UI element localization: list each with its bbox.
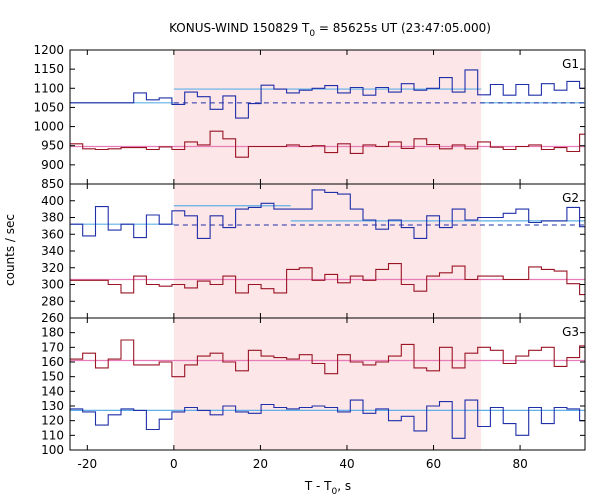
panel-plot-area <box>70 339 585 439</box>
y-tick-label: 1200 <box>33 43 64 57</box>
panels-group: 85090095010001050110011501200G1260280300… <box>33 43 586 471</box>
panel-plot-area <box>70 189 585 296</box>
panel-name-label: G2 <box>562 191 579 205</box>
x-tick-label: 20 <box>253 457 268 471</box>
y-tick-label: 160 <box>41 355 64 369</box>
y-tick-label: 1100 <box>33 81 64 95</box>
y-axis-label: counts / sec <box>3 214 17 286</box>
step-series-red <box>70 130 585 158</box>
chart-title-sub: 0 <box>309 29 315 39</box>
x-tick-label: 60 <box>426 457 441 471</box>
panel-name-label: G1 <box>562 57 579 71</box>
y-tick-label: 1150 <box>33 62 64 76</box>
y-tick-label: 340 <box>41 244 64 258</box>
panel-frame <box>69 317 586 451</box>
panel-name-label: G3 <box>562 325 579 339</box>
y-tick-label: 1000 <box>33 120 64 134</box>
y-tick-label: 380 <box>41 211 64 225</box>
step-series-blue <box>70 399 585 439</box>
y-tick-label: 180 <box>41 326 64 340</box>
step-series-blue <box>70 69 585 119</box>
y-tick-label: 850 <box>41 177 64 191</box>
panel-plot-area <box>70 69 585 158</box>
y-tick-label: 300 <box>41 278 64 292</box>
y-tick-label: 170 <box>41 340 64 354</box>
shaded-interval <box>173 318 482 450</box>
x-tick-label: 40 <box>339 457 354 471</box>
panel-g2: 260 280 300 320 340 360 380 400 G2 <box>41 183 586 325</box>
y-tick-label: 1050 <box>33 100 64 114</box>
y-tick-label: 360 <box>41 227 64 241</box>
x-axis-label-suffix: , s <box>337 479 351 493</box>
y-tick-label: 400 <box>41 194 64 208</box>
y-tick-label: 900 <box>41 158 64 172</box>
y-tick-label: 280 <box>41 294 64 308</box>
x-tick-label: 0 <box>170 457 178 471</box>
step-series-red <box>70 339 585 378</box>
x-tick-label: 80 <box>512 457 527 471</box>
y-tick-label: 950 <box>41 139 64 153</box>
y-tick-label: 140 <box>41 384 64 398</box>
y-tick-label: 120 <box>41 414 64 428</box>
y-tick-label: 260 <box>41 311 64 325</box>
y-tick-label: 130 <box>41 399 64 413</box>
x-axis-label-prefix: T - T <box>304 479 332 493</box>
x-axis-label-sub: 0 <box>332 487 338 497</box>
y-tick-label: 110 <box>41 428 64 442</box>
shaded-interval <box>173 184 482 318</box>
shaded-interval <box>173 50 482 184</box>
y-tick-label: 150 <box>41 370 64 384</box>
chart-title: KONUS-WIND 150829 T0 = 85625s UT (23:47:… <box>169 21 491 39</box>
step-series-blue <box>70 189 585 239</box>
panel-g1: 850 900 950 1000 1050 1100 1150 1200 G1 <box>33 43 586 191</box>
x-axis-label: T - T0, s <box>304 479 351 497</box>
y-tick-label: 100 <box>41 443 64 457</box>
chart-title-prefix: KONUS-WIND 150829 T <box>169 21 310 35</box>
x-tick-label: -20 <box>78 457 98 471</box>
y-tick-label: 320 <box>41 261 64 275</box>
chart-title-suffix: = 85625s UT (23:47:05.000) <box>315 21 491 35</box>
step-series-red <box>70 263 585 296</box>
